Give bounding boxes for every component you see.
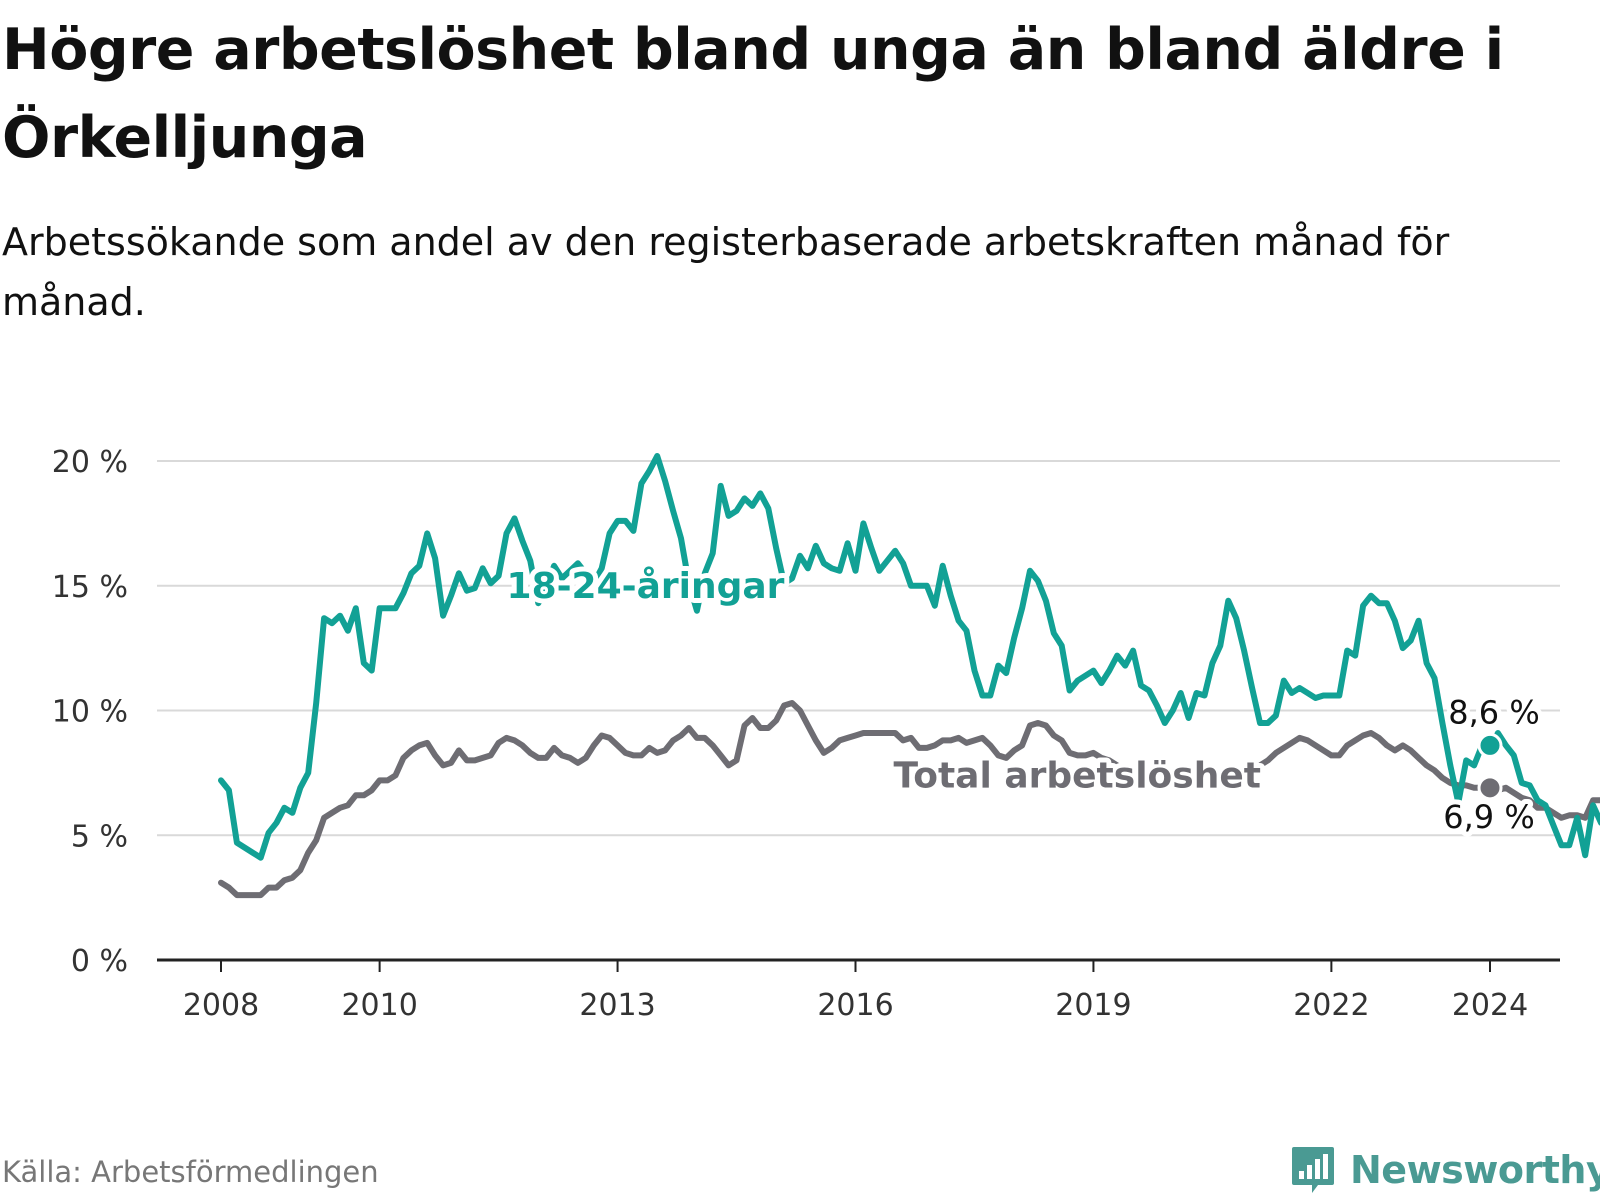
- series-label-youth-halo: 18-24-åringar: [507, 566, 785, 607]
- series-label-total: Total arbetslöshet: [893, 755, 1261, 796]
- end-label-youth-halo: 8,6 %: [1448, 693, 1539, 731]
- brand-name: Newsworthy: [1350, 1148, 1600, 1192]
- brand-logo[interactable]: Newsworthy: [1290, 1140, 1600, 1200]
- end-dot-total: [1477, 775, 1503, 801]
- series-lines: [218, 453, 1600, 899]
- page-subtitle: Arbetssökande som andel av den registerb…: [2, 220, 1450, 324]
- y-tick-label: 0 %: [71, 944, 128, 979]
- end-label-total-halo: 6,9 %: [1443, 798, 1534, 836]
- y-axis-ticks: 0 % 5 % 10 % 15 % 20 %: [52, 445, 128, 979]
- end-dot-youth: [1477, 732, 1503, 758]
- x-tick-label: 2010: [341, 988, 417, 1023]
- y-tick-label: 20 %: [52, 445, 128, 480]
- x-tick-label: 2008: [183, 988, 259, 1023]
- x-tick-label: 2022: [1293, 988, 1369, 1023]
- x-tick-label: 2019: [1055, 988, 1131, 1023]
- page-title: Högre arbetslöshet bland unga än bland ä…: [2, 17, 1504, 171]
- series-label-youth: 18-24-åringar: [507, 566, 785, 607]
- x-tick-label: 2016: [817, 988, 893, 1023]
- source-note: Källa: Arbetsförmedlingen: [2, 1155, 379, 1189]
- series-line-youth: [218, 453, 1600, 861]
- x-axis: 2008 2010 2013 2016 2019 2022 2024: [157, 958, 1560, 1023]
- series-line-total: [218, 700, 1600, 899]
- gridlines: [157, 460, 1560, 837]
- y-tick-label: 15 %: [52, 570, 128, 605]
- x-tick-label: 2013: [579, 988, 655, 1023]
- y-tick-label: 10 %: [52, 695, 128, 730]
- y-tick-label: 5 %: [71, 819, 128, 854]
- series-label-total-halo: Total arbetslöshet: [893, 755, 1261, 796]
- newsworthy-logo-icon: [1292, 1147, 1334, 1193]
- x-tick-label: 2024: [1452, 988, 1528, 1023]
- end-label-youth: 8,6 %: [1448, 693, 1539, 731]
- end-label-total: 6,9 %: [1443, 798, 1534, 836]
